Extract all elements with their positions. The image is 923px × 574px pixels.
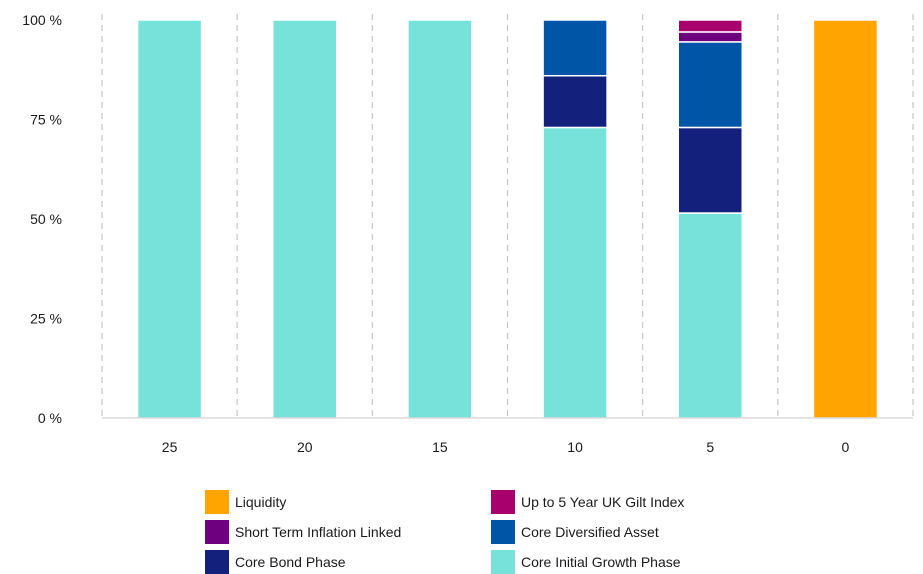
legend-swatch xyxy=(491,520,515,544)
bars xyxy=(136,19,879,419)
legend-item-gilt-index: Up to 5 Year UK Gilt Index xyxy=(491,490,751,514)
legend-label: Core Bond Phase xyxy=(235,554,346,570)
bar-segment xyxy=(677,31,743,43)
bar-segment xyxy=(542,19,608,77)
legend: Liquidity Up to 5 Year UK Gilt Index Sho… xyxy=(205,490,765,574)
legend-swatch xyxy=(491,550,515,574)
legend-swatch xyxy=(491,490,515,514)
legend-label: Core Initial Growth Phase xyxy=(521,554,681,570)
legend-item-bond-phase: Core Bond Phase xyxy=(205,550,491,574)
x-tick-label: 0 xyxy=(842,439,850,455)
bar-segment xyxy=(812,19,879,419)
stacked-bar-chart: 0 % 25 % 50 % 75 % 100 % 25 20 15 10 5 0 xyxy=(22,12,914,455)
legend-swatch xyxy=(205,490,229,514)
bar-segment xyxy=(272,19,338,419)
y-tick-label: 25 % xyxy=(30,311,62,327)
y-tick-label: 100 % xyxy=(22,12,62,28)
legend-item-initial-growth: Core Initial Growth Phase xyxy=(491,550,751,574)
bar-segment xyxy=(542,74,608,129)
bar-segment xyxy=(542,126,608,419)
y-axis-ticks: 0 % 25 % 50 % 75 % 100 % xyxy=(22,12,62,426)
legend-swatch xyxy=(205,520,229,544)
legend-item-diversified-asset: Core Diversified Asset xyxy=(491,520,751,544)
y-tick-label: 50 % xyxy=(30,211,62,227)
x-axis-ticks: 25 20 15 10 5 0 xyxy=(162,439,850,455)
y-tick-label: 0 % xyxy=(38,410,62,426)
bar-segment xyxy=(407,19,473,419)
legend-label: Up to 5 Year UK Gilt Index xyxy=(521,494,685,510)
bar-segment xyxy=(677,19,743,33)
legend-item-liquidity: Liquidity xyxy=(205,490,491,514)
bar-segment xyxy=(677,126,743,214)
category-separators xyxy=(101,14,914,418)
x-tick-label: 25 xyxy=(162,439,178,455)
legend-swatch xyxy=(205,550,229,574)
y-tick-label: 75 % xyxy=(30,112,62,128)
legend-label: Short Term Inflation Linked xyxy=(235,524,402,540)
bar-segment xyxy=(136,19,203,419)
x-tick-label: 20 xyxy=(297,439,313,455)
legend-label: Liquidity xyxy=(235,494,287,510)
bar-segment xyxy=(677,41,743,129)
x-tick-label: 15 xyxy=(432,439,448,455)
bar-segment xyxy=(677,212,743,419)
x-tick-label: 5 xyxy=(706,439,714,455)
legend-item-inflation-linked: Short Term Inflation Linked xyxy=(205,520,491,544)
legend-label: Core Diversified Asset xyxy=(521,524,659,540)
x-tick-label: 10 xyxy=(567,439,583,455)
